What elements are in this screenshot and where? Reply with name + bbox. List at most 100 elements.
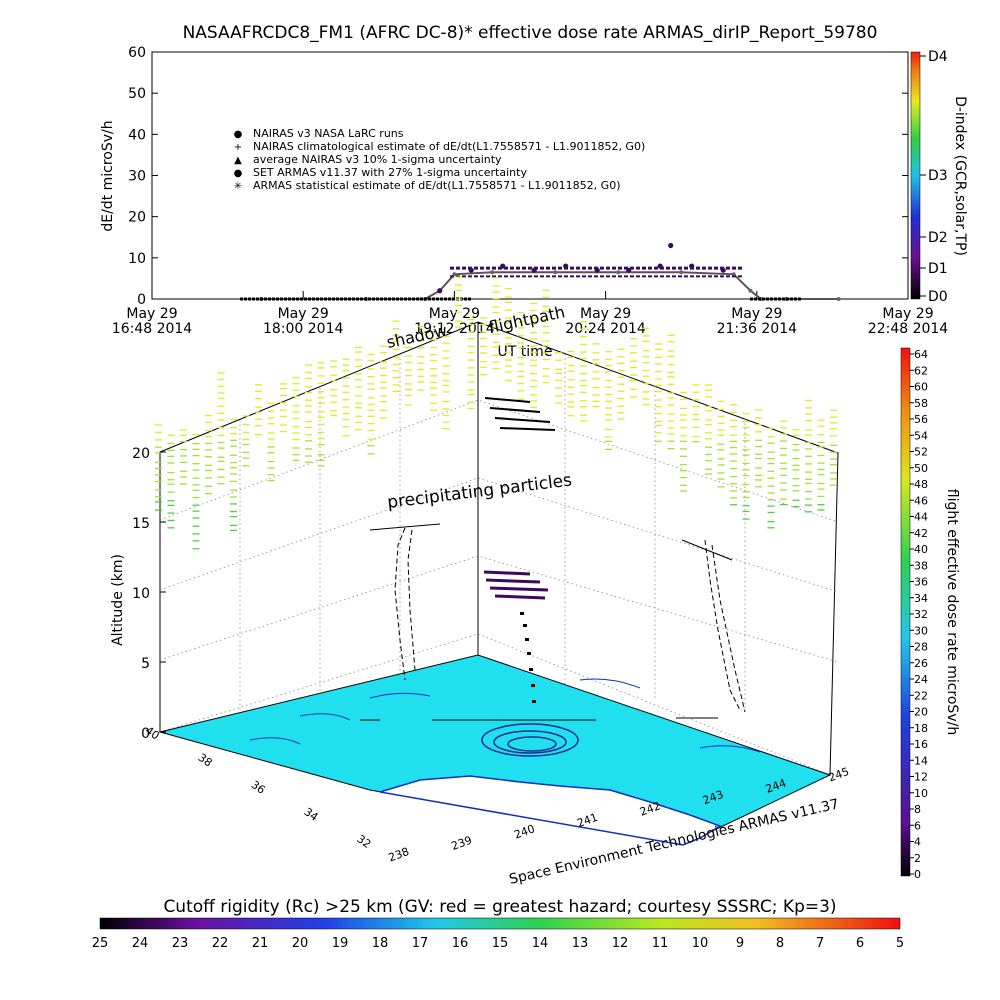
baseline-point — [464, 297, 467, 301]
legend-entry: NAIRAS climatological estimate of dE/dt(… — [253, 140, 645, 153]
nairas-point — [836, 297, 841, 301]
baseline-point — [336, 297, 339, 301]
armas-band-point — [582, 275, 586, 278]
legend-entry: NAIRAS v3 NASA LaRC runs — [253, 127, 404, 140]
legend-entry: SET ARMAS v11.37 with 27% 1-sigma uncert… — [253, 166, 527, 179]
latitude-tick-label: 34 — [302, 805, 321, 824]
rc-tick-label: 9 — [736, 936, 744, 951]
x-tick-date: May 29 — [580, 306, 631, 322]
armas-band-point — [588, 275, 592, 278]
armas-band-point — [570, 275, 574, 278]
longitude-tick-label: 240 — [512, 822, 536, 841]
armas-band-point — [480, 275, 484, 278]
rc-tick-label: 24 — [132, 936, 149, 951]
nairas-point — [553, 270, 558, 275]
armas-band-point — [624, 266, 628, 270]
baseline-point — [340, 297, 343, 301]
armas-band-point — [672, 266, 676, 270]
armas-band-point — [480, 266, 484, 270]
nairas-point — [616, 270, 621, 275]
baseline-point — [304, 297, 307, 301]
armas-band-point — [576, 275, 580, 278]
armas-band-point — [732, 275, 736, 278]
baseline-point — [244, 297, 247, 301]
nairas-point — [679, 270, 684, 275]
d-index-tick-label: D4 — [928, 49, 948, 65]
dose-tick-label: 54 — [914, 429, 928, 442]
armas-band-point — [534, 275, 538, 278]
baseline-point — [368, 297, 371, 301]
dose-tick-label: 10 — [914, 787, 928, 800]
armas-band-point — [552, 266, 556, 270]
d-index-ticks: D4 D3 D2 D1 D0 — [920, 49, 948, 305]
baseline-point — [272, 297, 275, 301]
shadow-contour-cluster — [481, 723, 579, 757]
armas-band-point — [522, 275, 526, 278]
dose-tick-label: 32 — [914, 608, 928, 621]
dose-tick-label: 28 — [914, 641, 928, 654]
armas-band-point — [654, 275, 658, 278]
armas-band-point — [546, 275, 550, 278]
dose-tick-label: 26 — [914, 657, 928, 670]
dose-tick-label: 4 — [914, 836, 921, 849]
baseline-point — [384, 297, 387, 301]
dose-tick-label: 36 — [914, 576, 928, 589]
altitude-tick-label: 10 — [132, 586, 150, 602]
armas-band-point — [696, 266, 700, 270]
armas-point — [668, 242, 674, 249]
armas-band-point — [510, 266, 514, 270]
legend-symbol: ● — [234, 168, 243, 179]
baseline-point — [344, 297, 347, 301]
dose-tick-label: 56 — [914, 413, 928, 426]
dose-tick-label: 48 — [914, 478, 928, 491]
armas-band-point — [648, 266, 652, 270]
armas-band-point — [732, 266, 736, 270]
armas-point — [437, 288, 443, 294]
right-curtain — [681, 539, 746, 713]
armas-band-point — [630, 266, 634, 270]
altitude-axis-label: Altitude (km) — [110, 554, 126, 646]
armas-band-point — [636, 275, 640, 278]
baseline-point — [444, 297, 447, 301]
x-tick-time: 22:48 2014 — [868, 321, 949, 337]
armas-band-point — [516, 275, 520, 278]
baseline-point — [268, 297, 271, 301]
nairas-point — [452, 272, 457, 277]
rc-tick-label: 18 — [372, 936, 389, 951]
baseline-point — [256, 297, 259, 301]
armas-band-point — [504, 266, 508, 270]
dose-tick-label: 50 — [914, 462, 928, 475]
baseline-point — [312, 297, 315, 301]
latitude-tick-label: 36 — [249, 778, 268, 797]
baseline-point — [324, 297, 327, 301]
armas-band-point — [738, 266, 742, 270]
altitude-tick-label: 5 — [141, 656, 150, 672]
rc-tick-label: 23 — [172, 936, 189, 951]
armas-band-point — [534, 266, 538, 270]
baseline-point — [766, 297, 769, 301]
armas-band-point — [690, 266, 694, 270]
baseline-point — [396, 297, 399, 301]
armas-band-point — [516, 266, 520, 270]
y-tick-label: 20 — [128, 210, 146, 226]
dose-tick-label: 62 — [914, 364, 928, 377]
armas-band-point — [654, 266, 658, 270]
armas-band-point — [498, 275, 502, 278]
rc-tick-label: 14 — [532, 936, 549, 951]
precipitating-particle-dashes — [155, 276, 837, 550]
dose-tick-label: 64 — [914, 348, 928, 361]
baseline-point — [332, 297, 335, 301]
y-axis-ticks: 0 10 20 30 40 50 60 — [128, 45, 908, 308]
armas-band-point — [570, 266, 574, 270]
legend: ● NAIRAS v3 NASA LaRC runs + NAIRAS climato… — [234, 127, 646, 192]
armas-band-point — [696, 275, 700, 278]
baseline-point — [276, 297, 279, 301]
y-tick-label: 40 — [128, 127, 146, 143]
baseline-point — [320, 297, 323, 301]
dose-series — [240, 242, 841, 301]
baseline-point — [420, 297, 423, 301]
dose-tick-label: 6 — [914, 819, 921, 832]
nairas-point — [490, 270, 495, 275]
nairas-point — [748, 288, 753, 293]
